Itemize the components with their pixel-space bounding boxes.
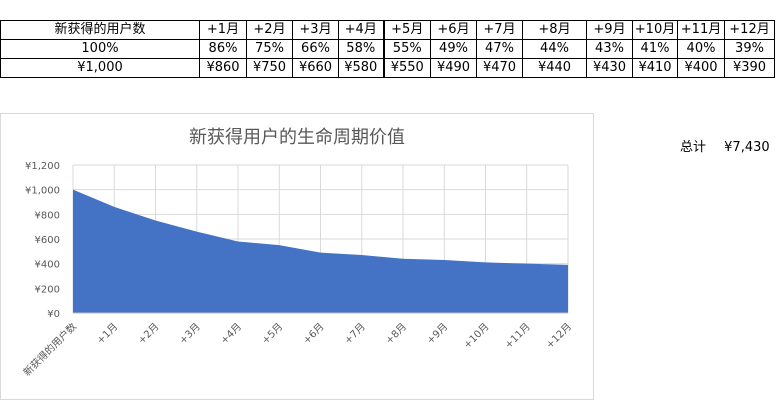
x-tick-label: +8月 — [383, 321, 409, 347]
value-cell[interactable]: ¥750 — [246, 58, 293, 78]
y-tick-label: ¥1,200 — [25, 161, 60, 172]
header-cell[interactable]: +4月 — [338, 20, 384, 40]
x-tick-label: +12月 — [544, 321, 574, 351]
value-row: ¥1,000 ¥860 ¥750 ¥660 ¥580 ¥550 ¥490 ¥470 ¥440 ¥4… — [0, 58, 775, 78]
y-tick-label: ¥200 — [35, 284, 60, 295]
header-cell[interactable]: +12月 — [724, 20, 775, 40]
x-tick-label: +1月 — [94, 321, 120, 347]
value-cell[interactable]: ¥660 — [292, 58, 339, 78]
value-cell[interactable]: ¥440 — [522, 58, 587, 78]
x-tick-label: +3月 — [177, 321, 203, 347]
retention-cell[interactable]: 66% — [292, 39, 339, 59]
retention-row: 100% 86% 75% 66% 58% 55% 49% 47% 44% 43% 41% 40% 39% — [0, 39, 775, 59]
value-cell[interactable]: ¥430 — [586, 58, 633, 78]
y-tick-label: ¥0 — [47, 309, 60, 320]
x-tick-label: +2月 — [136, 321, 162, 347]
total-value: ¥7,430 — [724, 140, 770, 155]
value-cell[interactable]: ¥1,000 — [0, 58, 200, 78]
retention-cell[interactable]: 58% — [338, 39, 384, 59]
header-cell[interactable]: +5月 — [382, 20, 431, 40]
x-tick-label: +4月 — [218, 321, 244, 347]
total-summary: 总计 ¥7,430 — [680, 136, 770, 155]
retention-cell[interactable]: 75% — [246, 39, 293, 59]
value-cell[interactable]: ¥550 — [382, 58, 431, 78]
x-tick-label: +10月 — [461, 321, 491, 351]
x-tick-label: +11月 — [502, 321, 532, 351]
header-row: 新获得的用户数 +1月 +2月 +3月 +4月 +5月 +6月 +7月 +8月 +9月 +10月 +1… — [0, 20, 775, 40]
y-tick-label: ¥800 — [35, 210, 60, 221]
x-tick-label: +5月 — [259, 321, 285, 347]
chart-title: 新获得用户的生命周期价值 — [189, 127, 405, 148]
retention-cell[interactable]: 100% — [0, 39, 200, 59]
header-cell[interactable]: +9月 — [586, 20, 633, 40]
total-label: 总计 — [680, 140, 707, 155]
value-cell[interactable]: ¥490 — [430, 58, 477, 78]
x-tick-label: +9月 — [424, 321, 450, 347]
x-tick-label: +7月 — [342, 321, 368, 347]
x-tick-label: 新获得的用户数 — [20, 320, 79, 379]
x-tick-label: +6月 — [301, 321, 327, 347]
retention-cell[interactable]: 44% — [522, 39, 587, 59]
area-series[interactable] — [73, 189, 568, 313]
value-cell[interactable]: ¥390 — [724, 58, 775, 78]
y-tick-label: ¥600 — [35, 235, 60, 246]
ltv-table: 新获得的用户数 +1月 +2月 +3月 +4月 +5月 +6月 +7月 +8月 +9月 +10月 +1… — [0, 20, 775, 78]
value-cell[interactable]: ¥860 — [199, 58, 247, 78]
y-tick-label: ¥400 — [35, 260, 60, 271]
retention-cell[interactable]: 49% — [430, 39, 477, 59]
retention-cell[interactable]: 40% — [677, 39, 725, 59]
y-tick-label: ¥1,000 — [25, 186, 60, 197]
retention-cell[interactable]: 47% — [476, 39, 523, 59]
